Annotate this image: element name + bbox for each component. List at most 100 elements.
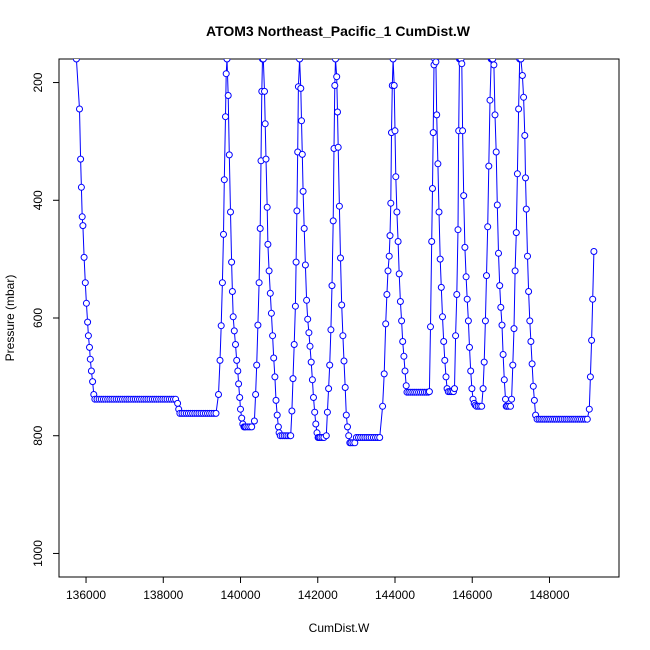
data-point [228, 288, 236, 295]
data-point [441, 356, 449, 364]
data-point [588, 336, 596, 344]
data-point [586, 373, 594, 381]
data-point [225, 151, 233, 159]
data-point [232, 341, 239, 348]
data-point [480, 358, 488, 366]
data-point [390, 82, 398, 89]
data-point [224, 92, 232, 99]
data-point [380, 370, 388, 378]
data-point [296, 59, 304, 63]
data-point [402, 382, 410, 390]
data-point [333, 73, 341, 81]
data-point [222, 70, 230, 78]
data-point [216, 356, 224, 364]
data-point [230, 327, 238, 335]
data-point [77, 183, 85, 191]
data-point [399, 338, 407, 345]
data-point [454, 226, 462, 234]
data-point [520, 93, 528, 101]
data-point [589, 295, 597, 303]
data-point [325, 385, 333, 393]
data-point [495, 249, 502, 257]
data-point [250, 417, 258, 425]
data-point [401, 367, 409, 375]
data-series [72, 59, 598, 447]
data-point [273, 411, 281, 419]
data-point [274, 423, 282, 431]
data-point [387, 199, 395, 207]
data-point [248, 423, 256, 431]
data-point [427, 323, 434, 331]
data-point [238, 414, 246, 422]
data-point [436, 255, 444, 263]
data-point [78, 213, 86, 221]
data-point [512, 229, 520, 237]
data-point [398, 317, 406, 325]
data-point [220, 176, 228, 184]
data-point [327, 326, 335, 334]
data-point [212, 409, 220, 417]
data-point [461, 243, 469, 251]
data-point [433, 111, 441, 119]
data-point [298, 117, 305, 125]
data-point [289, 375, 297, 383]
data-point [464, 317, 472, 325]
data-point [84, 318, 92, 326]
data-point [261, 120, 269, 128]
data-point [328, 282, 336, 290]
x-tick-label: 146000 [452, 588, 492, 602]
data-point [432, 59, 440, 66]
data-point [335, 202, 343, 210]
data-point [437, 283, 445, 291]
data-point [263, 203, 271, 211]
data-point [292, 258, 300, 266]
data-point [521, 132, 529, 139]
data-point [261, 87, 268, 95]
data-point [252, 391, 260, 398]
data-point [498, 321, 506, 329]
data-point [481, 317, 489, 325]
data-point [491, 111, 499, 119]
y-tick-label: 200 [31, 72, 45, 92]
data-point [344, 423, 351, 431]
data-point [79, 222, 87, 230]
x-axis-label: CumDist.W [309, 621, 370, 635]
data-point [300, 225, 308, 232]
data-point [262, 155, 270, 163]
data-point [310, 394, 317, 401]
data-point [326, 361, 334, 369]
data-point [307, 358, 315, 366]
data-point [253, 361, 261, 369]
data-point [485, 162, 493, 170]
data-point [220, 230, 227, 238]
y-tick-label: 600 [31, 308, 45, 328]
data-point [229, 313, 237, 321]
data-point [394, 238, 402, 245]
data-point [254, 321, 262, 329]
y-axis: 200 400 600 800 1000 [31, 72, 59, 567]
data-point [522, 205, 530, 213]
data-point [525, 288, 533, 295]
data-point [337, 254, 344, 262]
data-point [500, 376, 508, 384]
data-point [236, 394, 244, 401]
data-point [322, 432, 330, 440]
data-point [76, 105, 83, 113]
data-point [391, 127, 399, 135]
data-point [466, 343, 473, 351]
data-point [484, 223, 492, 231]
x-tick-label: 144000 [375, 588, 415, 602]
data-point [334, 143, 342, 151]
data-point [509, 361, 517, 369]
data-point [517, 59, 525, 63]
data-point [89, 378, 97, 386]
data-point [522, 174, 529, 182]
data-point [460, 192, 468, 200]
data-point [497, 303, 505, 311]
data-point [439, 313, 446, 321]
data-point [308, 376, 316, 384]
data-point [267, 309, 275, 317]
data-point [529, 382, 537, 390]
data-point [293, 207, 301, 215]
